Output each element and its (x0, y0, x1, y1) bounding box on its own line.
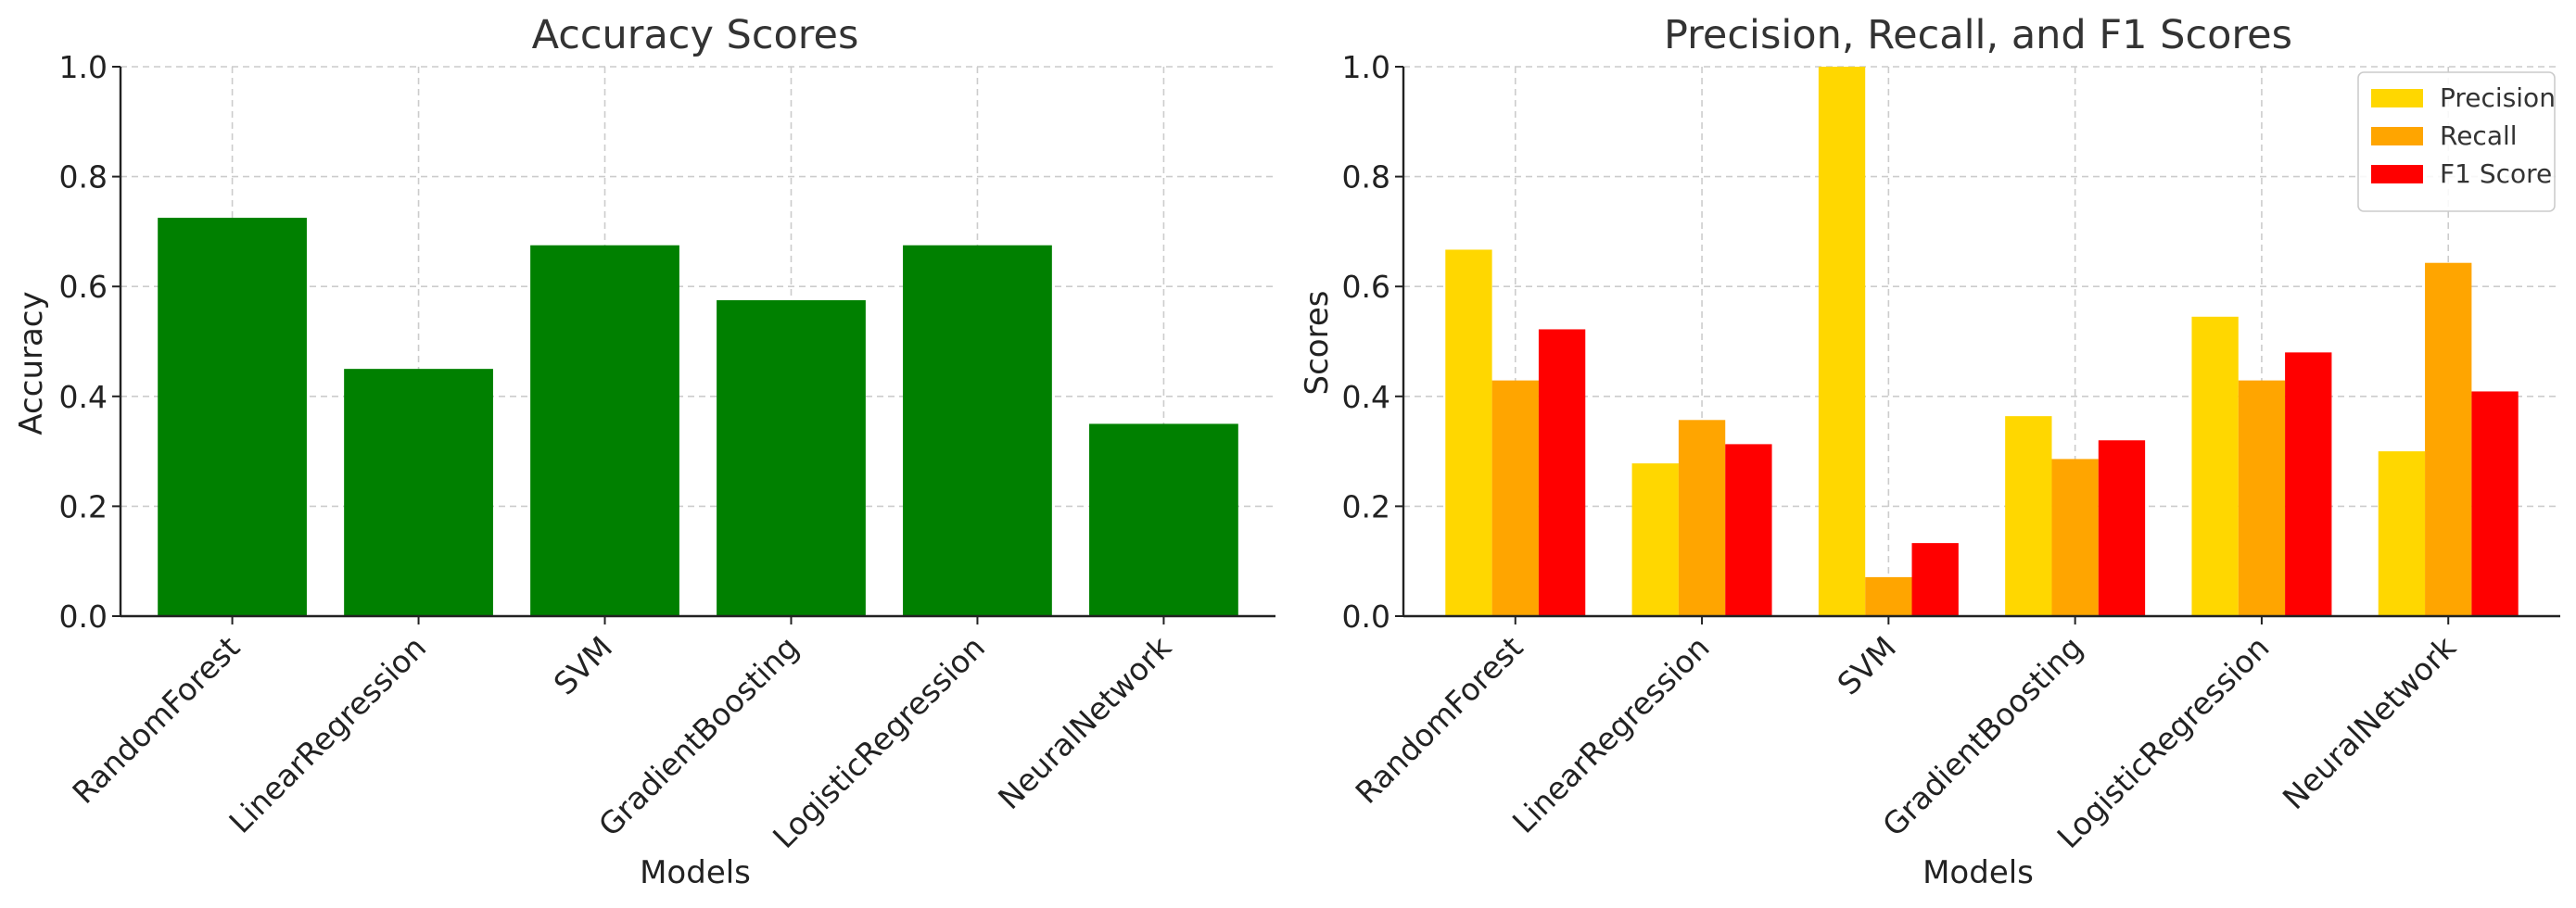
bar-f1-score-neuralnetwork (2471, 391, 2519, 616)
prf-axes (1402, 67, 2560, 618)
accuracy-y-axis-label: Accuracy (13, 291, 50, 435)
prf-y-axis-label: Scores (1299, 291, 1336, 396)
y-tick-label: 0.2 (1342, 488, 1390, 524)
y-tick-label: 0.0 (59, 599, 108, 635)
bar-f1-score-randomforest (1538, 329, 1586, 616)
y-tick-label: 0.2 (59, 488, 108, 524)
bar-f1-score-gradientboosting (2098, 440, 2146, 616)
bar-recall-randomforest (1491, 380, 1539, 616)
bar-precision-neuralnetwork (2378, 451, 2426, 616)
legend-swatch-f1-score (2371, 165, 2423, 183)
bar-logisticregression (903, 245, 1052, 616)
bar-precision-gradientboosting (2005, 416, 2052, 616)
legend-label-precision: Precision (2440, 82, 2556, 113)
legend-label-recall: Recall (2440, 120, 2518, 151)
y-tick-label: 0.6 (59, 269, 108, 305)
bar-f1-score-svm (1911, 543, 1959, 616)
y-tick-label: 0.4 (1342, 379, 1390, 415)
bar-precision-linearregression (1631, 463, 1679, 616)
bar-svm (530, 245, 679, 616)
y-tick-label: 0.8 (1342, 159, 1390, 195)
bar-f1-score-linearregression (1725, 444, 1772, 616)
bar-randomforest (158, 218, 307, 616)
bar-recall-linearregression (1678, 420, 1726, 616)
prf-bars (1445, 67, 2519, 616)
accuracy-x-axis-label: Models (640, 854, 751, 891)
prf-chart-title: Precision, Recall, and F1 Scores (1664, 12, 2292, 58)
bar-gradientboosting (717, 300, 866, 616)
y-tick-label: 0.4 (59, 379, 108, 415)
bar-linearregression (344, 369, 493, 616)
bar-recall-logisticregression (2238, 380, 2286, 616)
bar-neuralnetwork (1089, 423, 1238, 616)
legend-swatch-precision (2371, 89, 2423, 107)
y-tick-label: 0.0 (1342, 599, 1390, 635)
bar-precision-logisticregression (2191, 316, 2239, 616)
accuracy-axes (119, 67, 1275, 618)
bar-recall-svm (1865, 576, 1912, 616)
y-tick-label: 0.8 (59, 159, 108, 195)
accuracy-bars (158, 218, 1238, 616)
bar-precision-svm (1818, 67, 1866, 616)
bar-recall-gradientboosting (2051, 459, 2099, 616)
prf-legend: Precision Recall F1 Score (2357, 71, 2556, 212)
legend-swatch-recall (2371, 127, 2423, 145)
bar-precision-randomforest (1445, 249, 1492, 616)
y-tick-label: 1.0 (1342, 49, 1390, 85)
bar-recall-neuralnetwork (2425, 262, 2472, 616)
accuracy-chart-title: Accuracy Scores (532, 12, 859, 58)
prf-y-ticks: 0.0 0.2 0.4 0.6 0.8 1.0 (1342, 49, 1403, 635)
accuracy-y-ticks: 0.0 0.2 0.4 0.6 0.8 1.0 (59, 49, 121, 635)
bar-f1-score-logisticregression (2285, 352, 2332, 616)
y-tick-label: 0.6 (1342, 269, 1390, 305)
y-tick-label: 1.0 (59, 49, 108, 85)
prf-x-axis-label: Models (1922, 854, 2034, 891)
legend-label-f1-score: F1 Score (2440, 158, 2552, 189)
